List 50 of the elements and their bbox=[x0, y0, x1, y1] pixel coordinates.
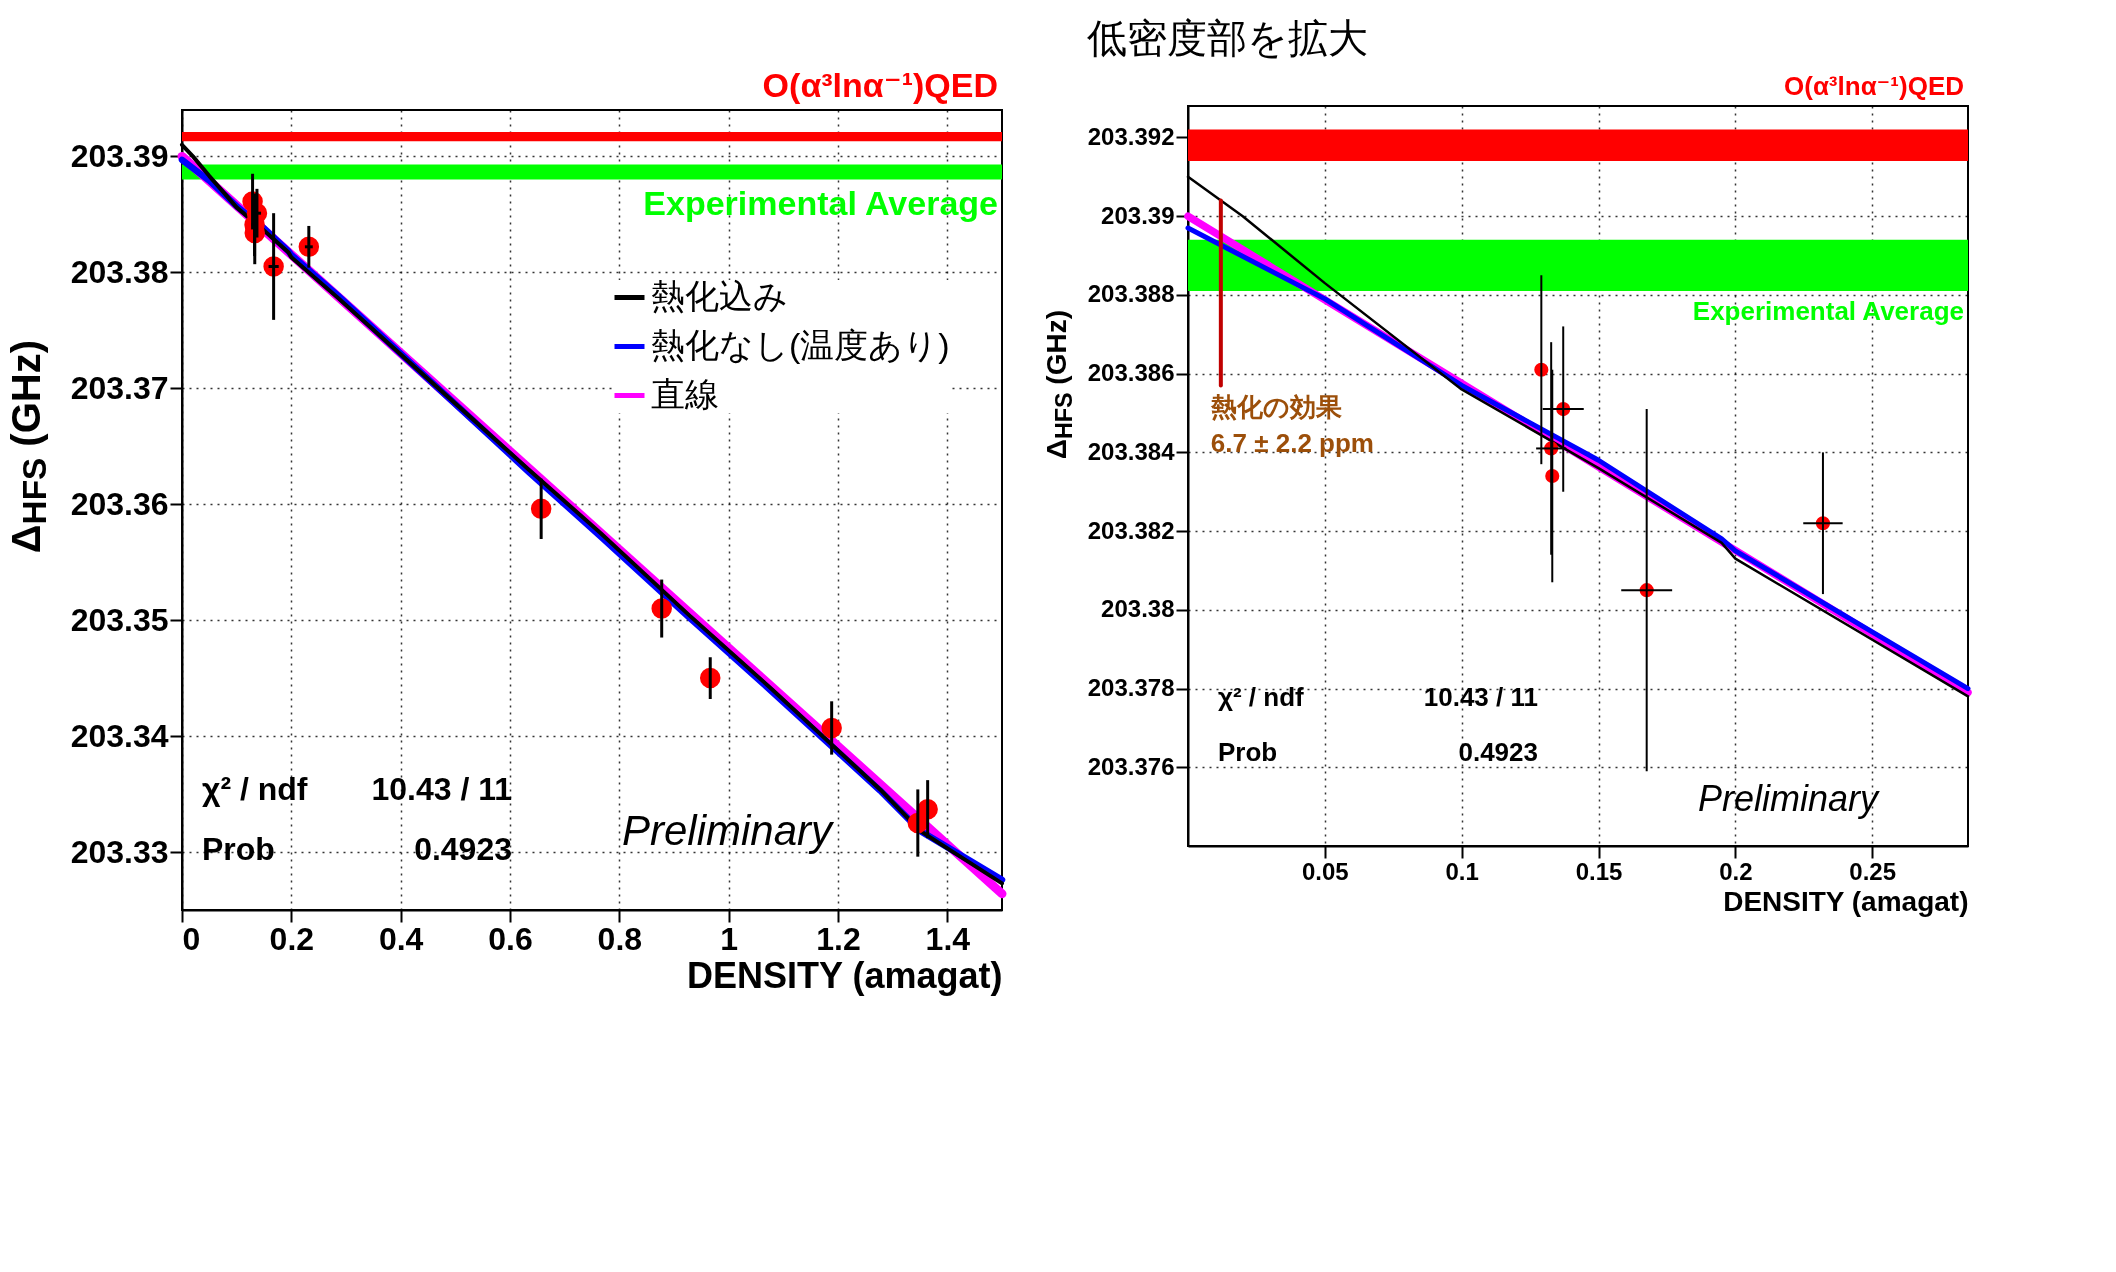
x-tick-label: 0 bbox=[182, 920, 201, 957]
annotation: Preliminary bbox=[622, 807, 836, 854]
y-tick-label: 203.382 bbox=[1087, 516, 1175, 544]
y-tick-label: 203.36 bbox=[70, 485, 169, 522]
y-tick-label: 203.34 bbox=[70, 717, 169, 754]
annotation: χ² / ndf bbox=[202, 771, 308, 807]
legend-label: 熱化込み bbox=[651, 276, 788, 315]
x-tick-label: 1.2 bbox=[816, 920, 861, 957]
band-label: O(α³lnα⁻¹)QED bbox=[1784, 71, 1964, 101]
y-tick-label: 203.39 bbox=[1101, 201, 1175, 229]
annotation: 10.43 / 11 bbox=[371, 771, 512, 807]
y-tick-label: 203.33 bbox=[70, 833, 169, 870]
chart-title: 低密度部を拡大 bbox=[1087, 16, 1369, 60]
y-tick-label: 203.35 bbox=[70, 601, 169, 638]
y-tick-label: 203.388 bbox=[1087, 280, 1175, 308]
y-tick-label: 203.376 bbox=[1087, 752, 1175, 780]
y-tick-label: 203.386 bbox=[1087, 359, 1175, 387]
x-tick-label: 0.4 bbox=[378, 920, 424, 957]
annotation: 10.43 / 11 bbox=[1423, 682, 1538, 712]
annotation: Prob bbox=[1218, 737, 1278, 767]
y-tick-label: 203.384 bbox=[1087, 437, 1176, 465]
annotation: 熱化の効果 6.7 ± 2.2 ppm bbox=[1209, 392, 1374, 458]
legend-label: 直線 bbox=[651, 374, 719, 413]
x-tick-label: 0.2 bbox=[1719, 857, 1753, 885]
x-axis-title: DENSITY (amagat) bbox=[687, 954, 1003, 996]
y-tick-label: 203.38 bbox=[1101, 595, 1175, 623]
x-tick-label: 0.1 bbox=[1445, 857, 1479, 885]
x-tick-label: 0.2 bbox=[269, 920, 315, 957]
annotation: 0.4923 bbox=[1458, 737, 1538, 767]
y-tick-label: 203.37 bbox=[70, 369, 169, 406]
x-axis-title: DENSITY (amagat) bbox=[1723, 885, 1969, 917]
band-label: Experimental Average bbox=[1692, 296, 1964, 326]
x-tick-label: 0.15 bbox=[1575, 857, 1623, 885]
y-tick-label: 203.38 bbox=[70, 253, 169, 290]
band-label: O(α³lnα⁻¹)QED bbox=[762, 66, 998, 104]
annotation: Prob bbox=[202, 831, 275, 867]
x-tick-label: 1 bbox=[720, 920, 739, 957]
annotation: Preliminary bbox=[1698, 778, 1881, 819]
annotation: 0.4923 bbox=[414, 831, 512, 867]
x-tick-label: 0.8 bbox=[597, 920, 643, 957]
y-tick-label: 203.392 bbox=[1087, 122, 1175, 150]
x-tick-label: 0.05 bbox=[1301, 857, 1349, 885]
legend-label: 熱化なし(温度あり) bbox=[651, 325, 950, 364]
annotation: χ² / ndf bbox=[1218, 682, 1305, 712]
x-tick-label: 0.25 bbox=[1849, 857, 1897, 885]
x-tick-label: 1.4 bbox=[925, 920, 971, 957]
band-label: Experimental Average bbox=[643, 183, 998, 222]
y-tick-label: 203.39 bbox=[70, 137, 169, 174]
y-tick-label: 203.378 bbox=[1087, 674, 1175, 702]
x-tick-label: 0.6 bbox=[488, 920, 533, 957]
